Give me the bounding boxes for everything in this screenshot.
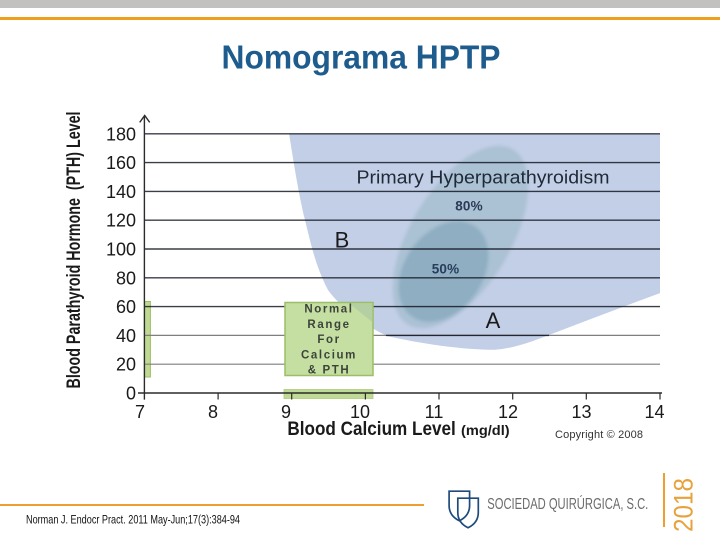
svg-text:SOCIEDAD QUIRÚRGICA, S.C.: SOCIEDAD QUIRÚRGICA, S.C. [487,496,648,513]
svg-text:40: 40 [116,326,136,346]
svg-text:20: 20 [116,355,136,375]
svg-text:Blood Parathyroid Hormone (PT: Blood Parathyroid Hormone (PTH) Level [64,112,85,389]
svg-text:Primary Hyperparathyroidism: Primary Hyperparathyroidism [357,168,610,188]
svg-text:140: 140 [106,182,136,202]
svg-text:10: 10 [350,402,370,422]
svg-text:Nomograma HPTP: Nomograma HPTP [222,38,501,75]
svg-text:120: 120 [106,211,136,231]
svg-text:80: 80 [116,268,136,288]
svg-text:& PTH: & PTH [308,365,351,377]
svg-text:80%: 80% [455,199,483,214]
svg-text:B: B [335,228,350,253]
svg-text:Range: Range [307,319,350,331]
svg-text:Normal: Normal [304,304,353,316]
svg-text:9: 9 [281,402,291,422]
svg-text:Copyright © 2008: Copyright © 2008 [555,429,643,441]
svg-text:Blood Calcium Level: Blood Calcium Level [287,418,455,440]
svg-text:60: 60 [116,297,136,317]
svg-text:2018: 2018 [669,478,699,532]
svg-text:A: A [486,308,501,333]
svg-text:For: For [317,334,340,346]
svg-text:8: 8 [208,402,218,422]
svg-text:Calcium: Calcium [301,349,357,361]
svg-text:50%: 50% [432,262,460,277]
svg-text:100: 100 [106,240,136,260]
svg-text:160: 160 [106,153,136,173]
svg-text:11: 11 [425,402,444,422]
svg-text:0: 0 [126,384,136,404]
svg-text:(mg/dl): (mg/dl) [461,422,510,438]
svg-text:13: 13 [571,402,591,422]
svg-text:Norman J. Endocr Pract. 2011 M: Norman J. Endocr Pract. 2011 May-Jun;17(… [26,512,240,526]
svg-text:14: 14 [644,402,664,422]
svg-text:7: 7 [135,402,145,422]
svg-text:12: 12 [498,402,518,422]
svg-text:180: 180 [106,124,136,144]
